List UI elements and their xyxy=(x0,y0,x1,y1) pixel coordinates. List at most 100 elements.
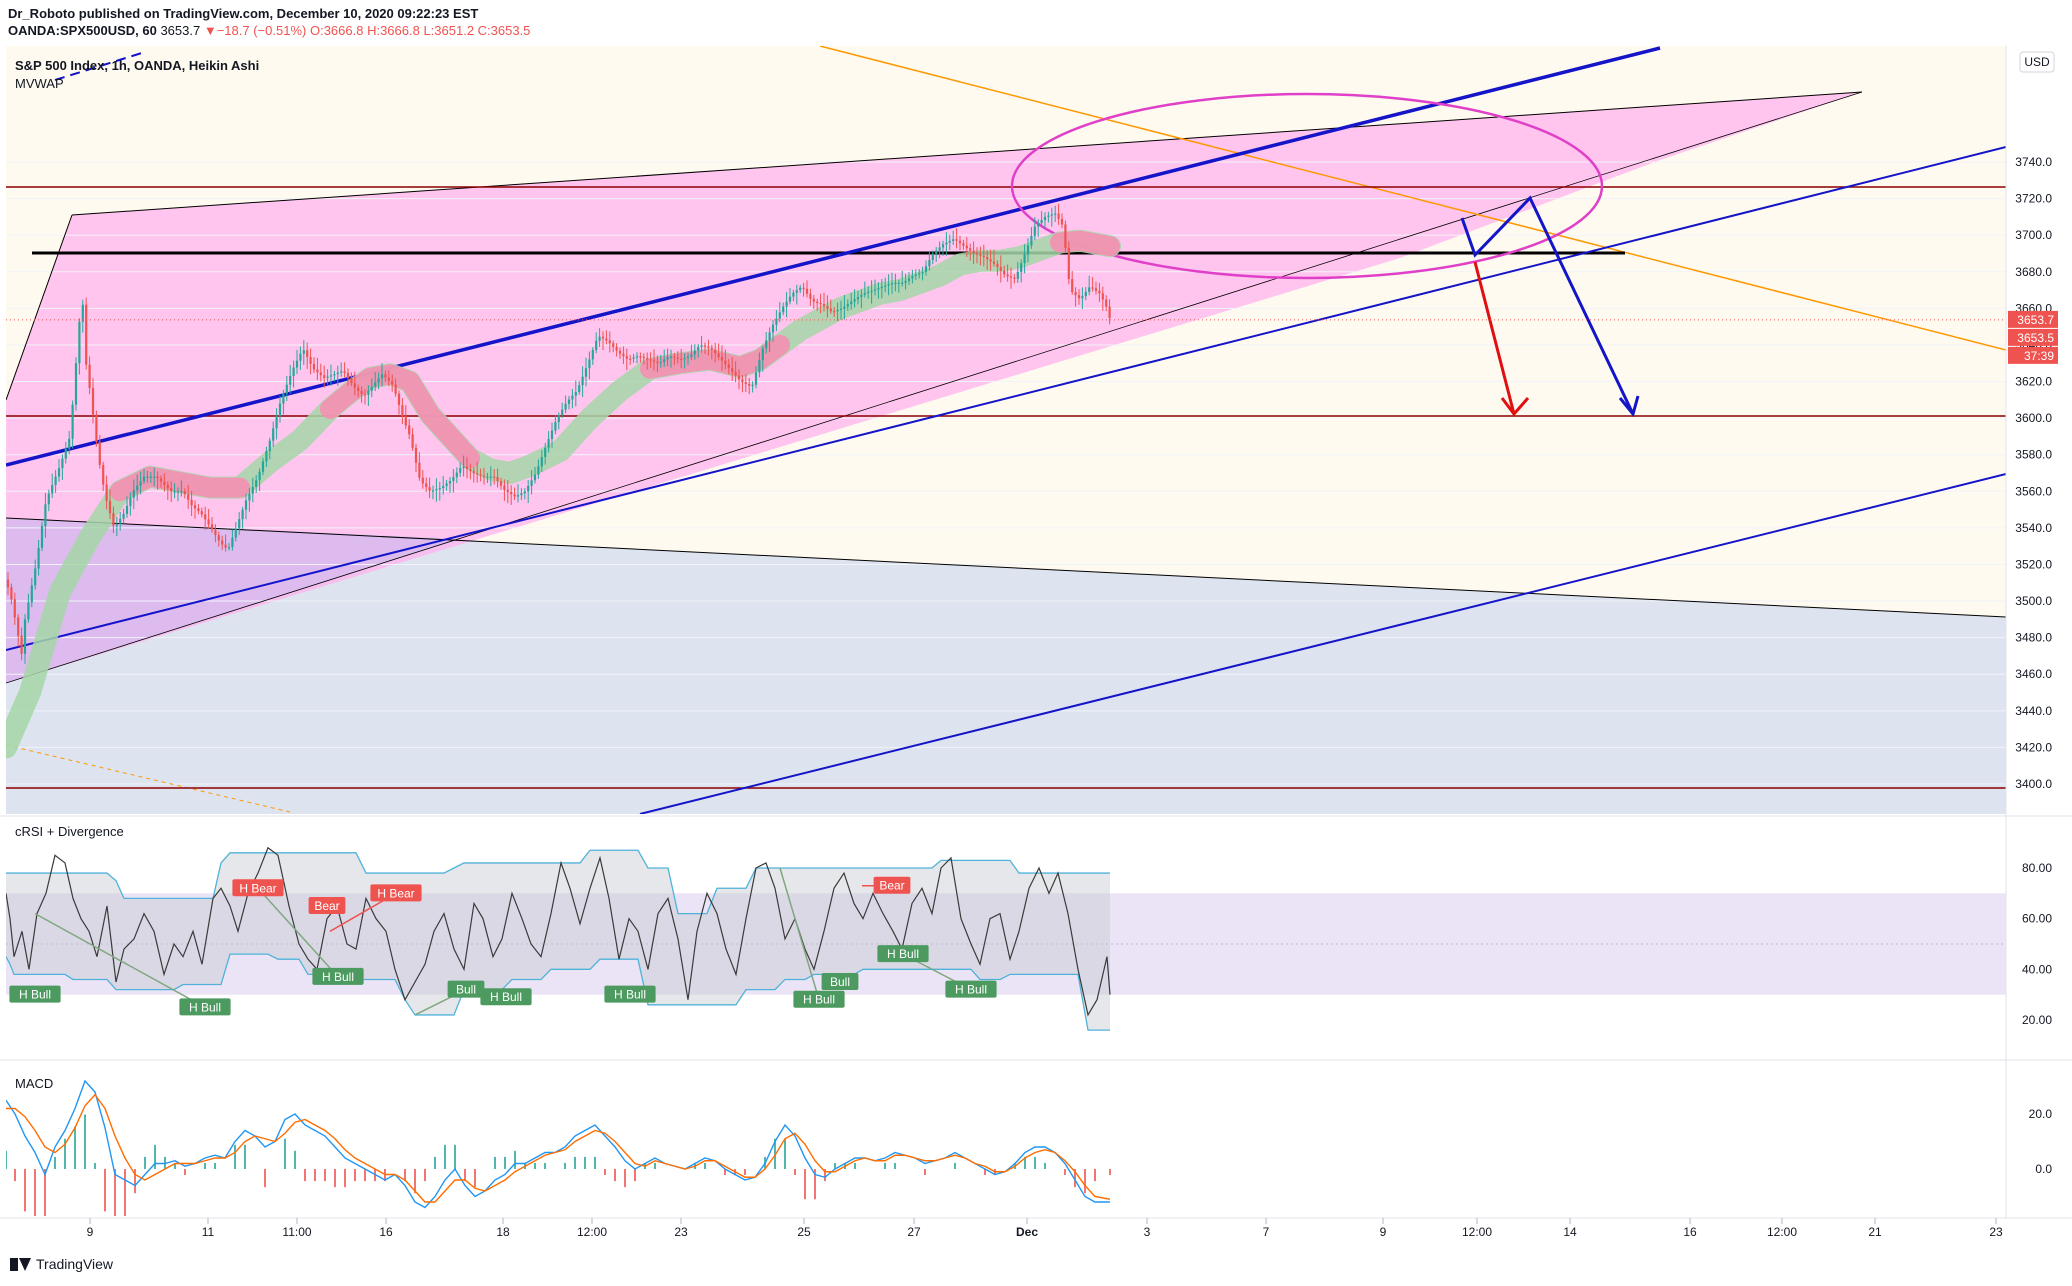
candle-body xyxy=(57,468,61,477)
candle-body xyxy=(601,336,605,339)
candle-body xyxy=(1077,295,1081,299)
candle-body xyxy=(142,476,146,482)
candle-body xyxy=(1043,216,1047,220)
candle-body xyxy=(221,540,224,545)
candle-body xyxy=(234,528,237,538)
main-pane-title[interactable]: S&P 500 Index, 1h, OANDA, Heikin Ashi xyxy=(15,58,259,73)
candle-body xyxy=(914,274,917,276)
candle-body xyxy=(683,357,686,360)
divergence-badge xyxy=(9,985,61,1003)
candle-body xyxy=(258,471,261,481)
candle-body xyxy=(238,519,241,529)
candle-body xyxy=(411,434,414,448)
divergence-badge xyxy=(945,980,997,998)
candle-body xyxy=(584,368,588,377)
candle-body xyxy=(958,240,962,244)
divergence-badge xyxy=(232,879,284,897)
candle-body xyxy=(690,354,693,357)
drawing-tools[interactable] xyxy=(6,46,2006,814)
candle-body xyxy=(877,288,880,290)
candle-body xyxy=(598,336,601,341)
candle-body xyxy=(962,243,965,246)
candle-body xyxy=(792,292,795,297)
crsi-upper-band xyxy=(6,849,1110,915)
candle-body xyxy=(836,309,839,312)
candle-body xyxy=(819,302,822,305)
divergence-label: H Bull xyxy=(887,947,919,961)
candle-body xyxy=(401,404,404,417)
candle-body xyxy=(870,290,873,292)
candle-body xyxy=(479,474,482,476)
ohlc-values: O:3666.8 H:3666.8 L:3651.2 C:3653.5 xyxy=(309,23,531,38)
candle-body xyxy=(989,259,992,262)
candle-body xyxy=(139,481,142,486)
candle-body xyxy=(666,356,669,360)
candle-body xyxy=(506,489,509,492)
candle-body xyxy=(357,387,360,391)
candle-body xyxy=(1030,235,1033,246)
crsi-title-text: cRSI + Divergence xyxy=(15,824,124,839)
candle-body xyxy=(486,476,489,478)
candle-body xyxy=(108,500,112,514)
candle-body xyxy=(190,499,193,506)
macd-pane-title[interactable]: MACD xyxy=(15,1076,53,1091)
candle-body xyxy=(564,403,567,410)
mvwap-legend[interactable]: MVWAP xyxy=(15,76,64,91)
candle-body xyxy=(1064,224,1067,248)
candle-body xyxy=(268,440,271,452)
candle-body xyxy=(34,568,37,586)
candle-body xyxy=(802,287,805,289)
candle-body xyxy=(210,524,214,530)
candle-body xyxy=(880,286,883,289)
candle-body xyxy=(1054,213,1057,215)
currency-badge xyxy=(2019,51,2055,73)
candle-body xyxy=(95,414,98,442)
candle-body xyxy=(10,587,13,600)
main-y-tick-label: 3740.0 xyxy=(2015,155,2052,169)
main-y-tick-label: 3580.0 xyxy=(2015,448,2052,462)
candle-body xyxy=(530,480,533,486)
candle-body xyxy=(1108,306,1111,318)
candle-body xyxy=(826,306,829,309)
candle-body xyxy=(751,384,754,387)
tradingview-logo[interactable]: TradingView xyxy=(10,1256,113,1272)
candle-body xyxy=(618,350,622,354)
x-tick-label: 3 xyxy=(1144,1225,1151,1239)
symbol-line: OANDA:SPX500USD, 60 3653.7 ▼−18.7 (−0.51… xyxy=(8,23,530,38)
candle-body xyxy=(833,311,836,313)
candle-body xyxy=(380,374,384,379)
blue-projection-path xyxy=(1460,195,1635,415)
candle-body xyxy=(438,488,441,490)
candle-body xyxy=(455,472,458,478)
divergence-line xyxy=(779,867,820,1000)
candle-body xyxy=(863,293,866,295)
candle-body xyxy=(370,386,373,391)
candle-body xyxy=(812,298,815,302)
candle-body xyxy=(462,466,465,469)
candle-body xyxy=(51,485,54,494)
tradingview-logo-icon xyxy=(10,1257,31,1271)
candle-body xyxy=(326,376,329,378)
x-tick-label: Dec xyxy=(1016,1225,1038,1239)
candle-body xyxy=(44,504,47,527)
candle-body xyxy=(1091,287,1094,289)
candle-body xyxy=(23,619,27,654)
main-y-tick-label: 3500.0 xyxy=(2015,594,2052,608)
price-badge-label: 3653.7 xyxy=(2017,313,2054,327)
candle-body xyxy=(758,359,761,373)
main-y-tick-label: 3620.0 xyxy=(2015,375,2052,389)
crsi-pane-title[interactable]: cRSI + Divergence xyxy=(15,824,124,839)
candle-body xyxy=(248,493,251,501)
x-tick-label: 14 xyxy=(1563,1225,1577,1239)
red-arrowhead xyxy=(1500,397,1530,417)
divergence-badge xyxy=(604,985,656,1003)
candle-body xyxy=(765,340,768,349)
crsi-line xyxy=(6,846,1111,1017)
candle-body xyxy=(948,240,951,243)
candle-body xyxy=(47,493,50,505)
candle-body xyxy=(612,343,615,347)
candle-body xyxy=(771,324,775,333)
x-tick-label: 25 xyxy=(797,1225,811,1239)
x-tick-label: 12:00 xyxy=(577,1225,607,1239)
